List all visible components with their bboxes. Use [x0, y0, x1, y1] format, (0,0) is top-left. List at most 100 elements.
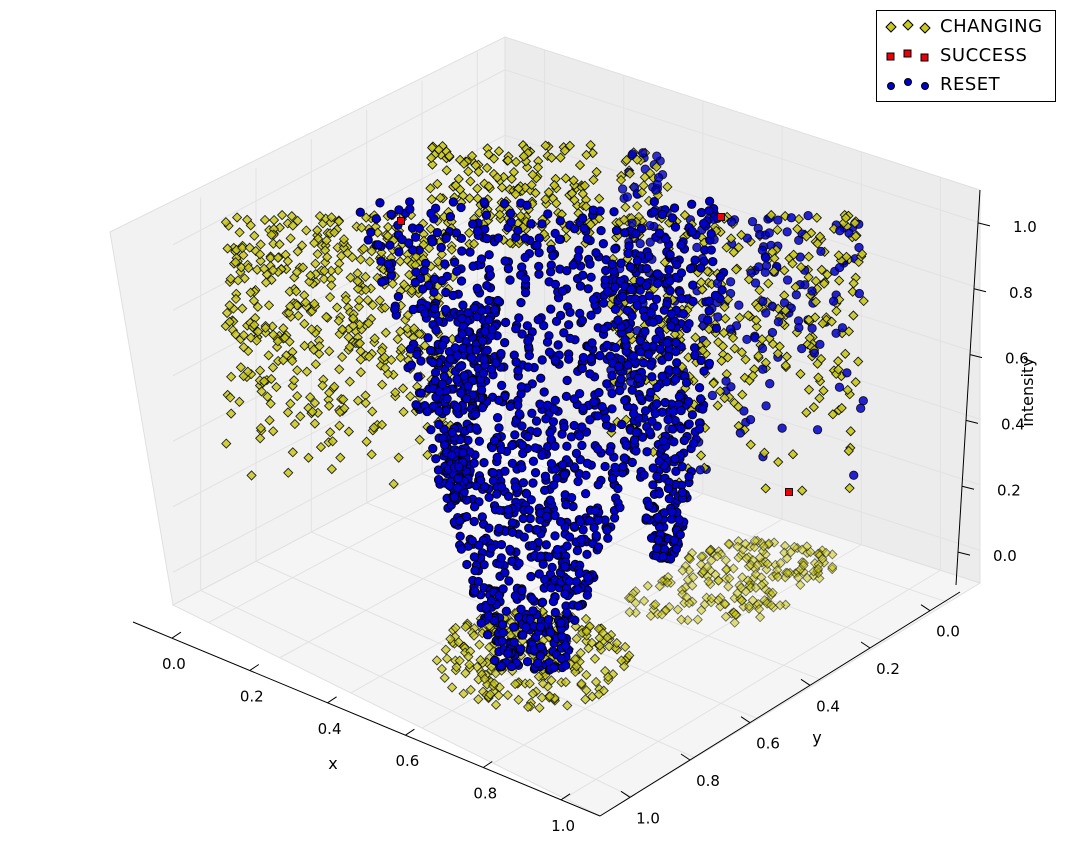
reset-point	[560, 660, 571, 671]
changing-point	[332, 265, 344, 276]
legend-label-changing: CHANGING	[940, 16, 1043, 37]
reset-point	[764, 228, 774, 238]
reset-point	[576, 534, 586, 545]
changing-point	[356, 222, 367, 233]
z-tick-mark	[965, 419, 979, 424]
changing-point	[451, 661, 462, 673]
reset-point	[610, 304, 621, 314]
diamond-marker-icon	[885, 19, 931, 34]
reset-point	[503, 491, 514, 502]
reset-point	[411, 267, 421, 277]
changing-point	[687, 580, 698, 591]
reset-point	[541, 540, 551, 550]
changing-point	[817, 553, 828, 565]
changing-point	[221, 307, 233, 319]
reset-point	[618, 461, 628, 472]
changing-point	[773, 456, 784, 468]
changing-point	[226, 371, 237, 382]
reset-point	[545, 267, 556, 277]
changing-point	[763, 278, 774, 289]
reset-point	[658, 436, 669, 446]
reset-point	[522, 656, 533, 667]
changing-point	[580, 613, 592, 625]
reset-point	[478, 336, 488, 346]
reset-point	[405, 204, 415, 214]
x-axis-label: x	[328, 754, 337, 773]
changing-point	[484, 689, 496, 700]
reset-point	[593, 480, 603, 490]
reset-point	[522, 200, 532, 210]
changing-point	[343, 332, 354, 343]
changing-point	[236, 262, 247, 273]
changing-point	[697, 345, 708, 356]
reset-point	[373, 240, 383, 250]
reset-point	[652, 399, 662, 409]
reset-point	[650, 408, 661, 419]
reset-point	[503, 505, 513, 515]
reset-point	[654, 228, 665, 238]
reset-point	[500, 317, 511, 328]
reset-point	[485, 270, 495, 280]
changing-point	[493, 690, 504, 701]
reset-point	[486, 543, 497, 553]
changing-point	[843, 445, 854, 457]
changing-point	[758, 541, 769, 552]
changing-point	[310, 258, 321, 269]
reset-point	[773, 317, 784, 327]
changing-point	[811, 212, 823, 223]
changing-point	[287, 355, 298, 367]
changing-point	[760, 483, 771, 494]
changing-point	[272, 252, 284, 263]
changing-point	[303, 452, 314, 463]
reset-point	[708, 256, 718, 267]
reset-point	[672, 358, 682, 368]
changing-point	[282, 256, 294, 267]
reset-point	[625, 262, 636, 272]
reset-point	[505, 275, 515, 285]
reset-point	[431, 454, 441, 464]
reset-point	[366, 227, 376, 237]
reset-point	[469, 303, 479, 313]
reset-point	[755, 229, 765, 240]
reset-point	[695, 394, 706, 404]
reset-point	[842, 368, 852, 378]
changing-point	[387, 278, 398, 289]
reset-point	[834, 382, 845, 392]
changing-point	[579, 180, 590, 191]
reset-point	[441, 233, 451, 243]
reset-point	[632, 300, 642, 311]
changing-point	[593, 689, 604, 700]
reset-point	[428, 443, 438, 454]
changing-point	[797, 485, 808, 496]
reset-point	[480, 482, 490, 492]
reset-point	[844, 228, 854, 238]
changing-point	[662, 577, 673, 588]
changing-point	[730, 609, 741, 620]
reset-point	[615, 502, 625, 513]
changing-point	[780, 360, 791, 371]
reset-point	[427, 237, 437, 247]
changing-point	[326, 463, 337, 475]
reset-point	[507, 527, 518, 538]
changing-point	[344, 341, 356, 353]
reset-point	[623, 248, 633, 259]
changing-point	[297, 262, 309, 273]
reset-point	[834, 262, 845, 273]
changing-point	[804, 332, 815, 344]
changing-point	[798, 560, 809, 571]
changing-point	[392, 334, 403, 345]
reset-point	[577, 315, 588, 326]
reset-point	[436, 242, 446, 253]
reset-point	[773, 215, 783, 225]
reset-point	[671, 337, 681, 348]
reset-point	[684, 419, 694, 429]
reset-point	[577, 363, 587, 374]
changing-point	[380, 362, 391, 374]
reset-point	[562, 441, 572, 451]
reset-point	[480, 326, 490, 337]
reset-point	[664, 276, 675, 286]
reset-point	[616, 374, 626, 384]
reset-point	[747, 216, 758, 227]
reset-point	[579, 223, 589, 233]
changing-point	[367, 300, 378, 311]
